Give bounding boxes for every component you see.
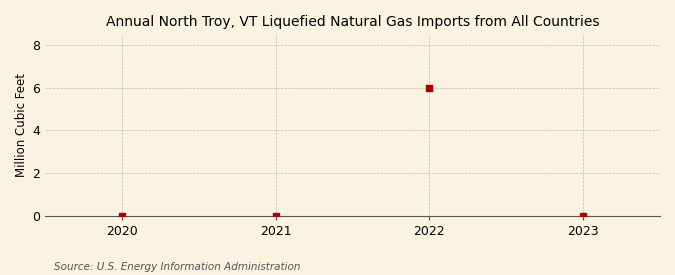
Text: Source: U.S. Energy Information Administration: Source: U.S. Energy Information Administ… xyxy=(54,262,300,272)
Point xyxy=(117,214,128,218)
Point xyxy=(578,214,589,218)
Point xyxy=(424,86,435,90)
Y-axis label: Million Cubic Feet: Million Cubic Feet xyxy=(15,73,28,177)
Title: Annual North Troy, VT Liquefied Natural Gas Imports from All Countries: Annual North Troy, VT Liquefied Natural … xyxy=(106,15,599,29)
Point xyxy=(270,214,281,218)
